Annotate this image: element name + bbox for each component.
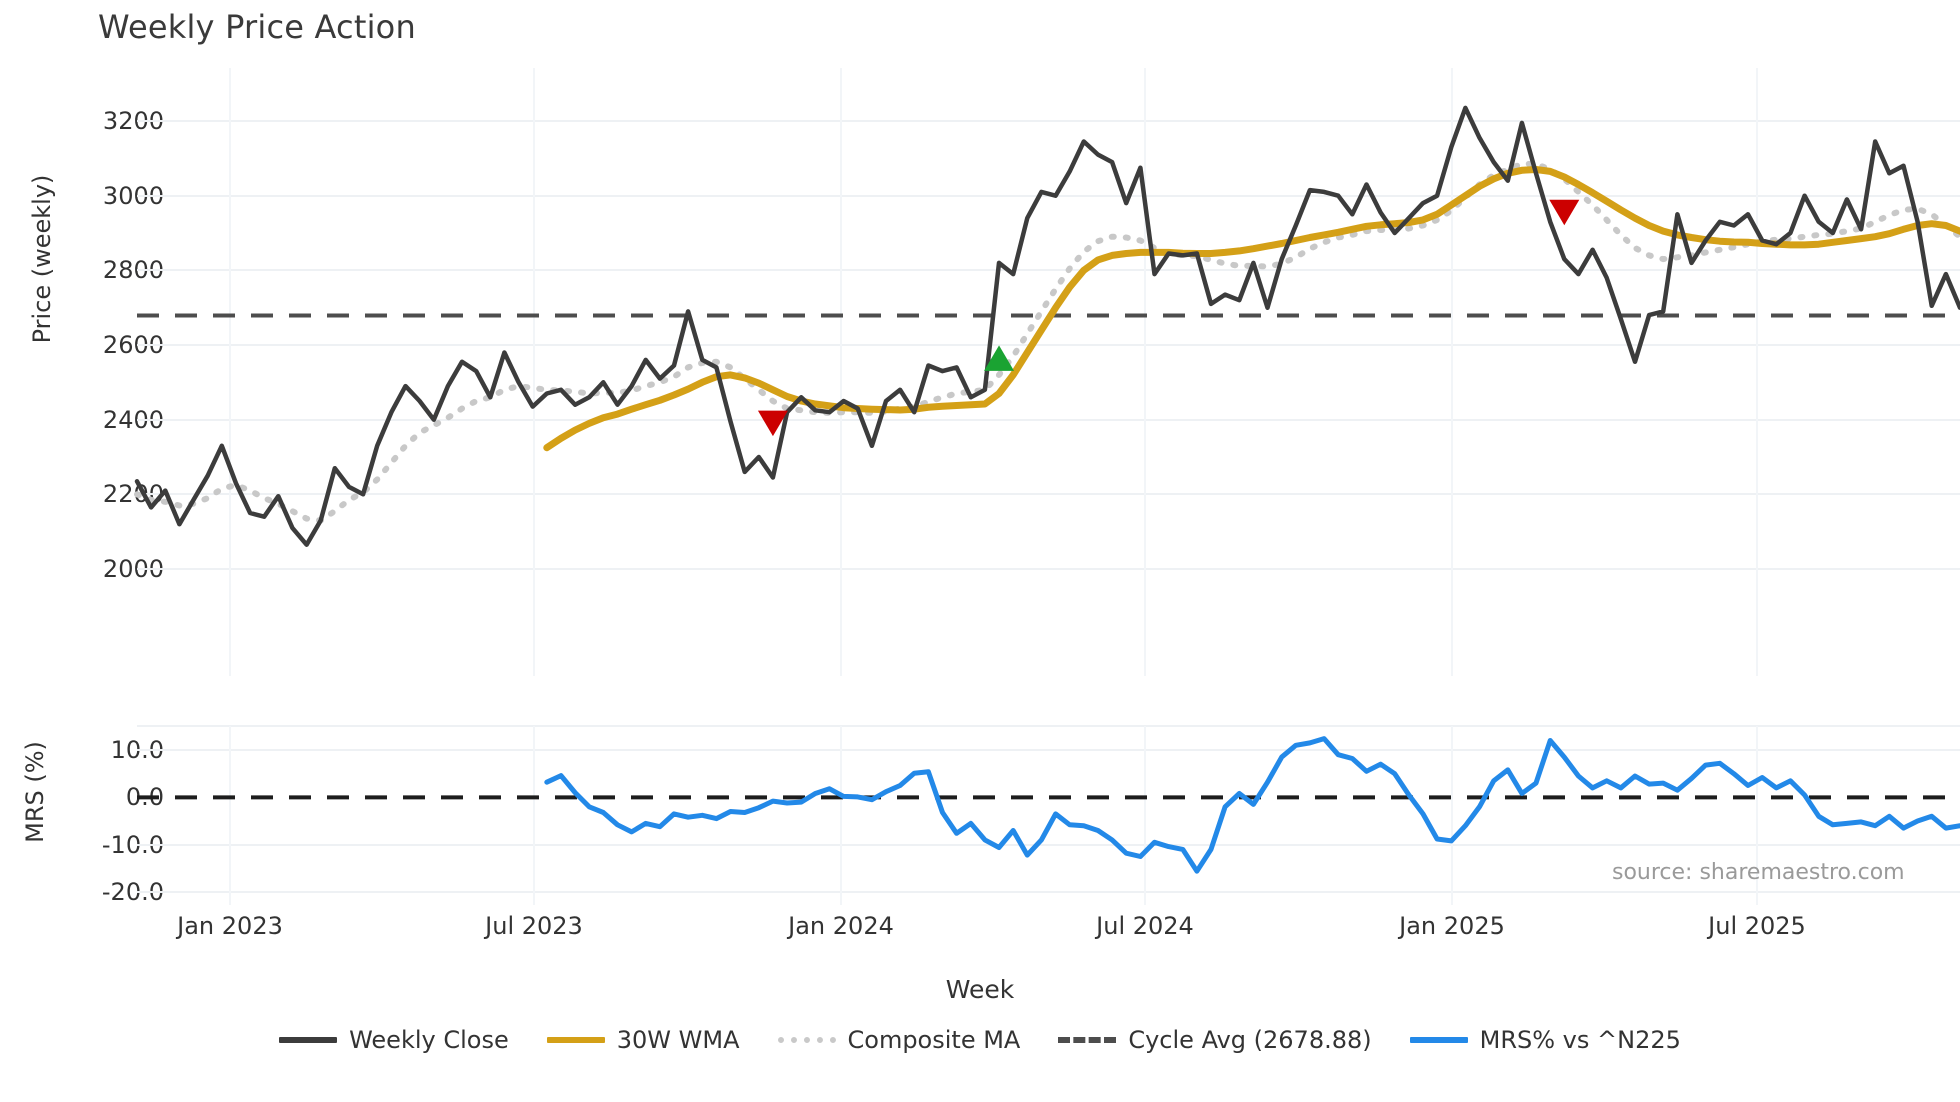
series-mrs-vs-n225 [544, 736, 1960, 874]
series-30w-wma [543, 166, 1960, 452]
source-watermark: source: sharemaestro.com [1612, 860, 1905, 885]
legend-swatch-line-icon [546, 1037, 605, 1043]
legend-label: Weekly Close [349, 1026, 509, 1054]
sell-marker-icon [757, 410, 788, 437]
legend-item-cycle-avg[interactable]: Cycle Avg (2678.88) [1058, 1026, 1372, 1054]
x-tick: Jan 2023 [177, 912, 283, 940]
legend-label: MRS% vs ^N225 [1479, 1026, 1681, 1054]
chart-legend: Weekly Close 30W WMA Composite MA Cycle … [0, 1026, 1960, 1054]
legend-label: Cycle Avg (2678.88) [1128, 1026, 1372, 1054]
series-composite-ma [134, 160, 1960, 524]
legend-swatch-dashed-icon [1058, 1037, 1117, 1043]
legend-label: Composite MA [847, 1026, 1021, 1054]
x-tick: Jan 2025 [1399, 912, 1505, 940]
legend-item-weekly-close[interactable]: Weekly Close [279, 1026, 509, 1054]
x-tick: Jul 2025 [1708, 912, 1806, 940]
series-weekly-close [134, 105, 1960, 547]
legend-swatch-line-icon [279, 1037, 338, 1043]
legend-item-mrs[interactable]: MRS% vs ^N225 [1409, 1026, 1681, 1054]
x-tick: Jul 2024 [1096, 912, 1194, 940]
legend-label: 30W WMA [616, 1026, 740, 1054]
legend-swatch-line-icon [1409, 1037, 1468, 1043]
sell-marker-icon [1549, 199, 1580, 226]
legend-item-30w-wma[interactable]: 30W WMA [546, 1026, 740, 1054]
x-axis-label: Week [945, 975, 1015, 1004]
x-tick: Jul 2023 [485, 912, 583, 940]
chart-title: Weekly Price Action [98, 8, 416, 46]
buy-marker-icon [984, 345, 1015, 371]
x-tick: Jan 2024 [788, 912, 894, 940]
legend-item-composite-ma[interactable]: Composite MA [777, 1026, 1021, 1054]
legend-swatch-dotted-icon [777, 1037, 836, 1043]
